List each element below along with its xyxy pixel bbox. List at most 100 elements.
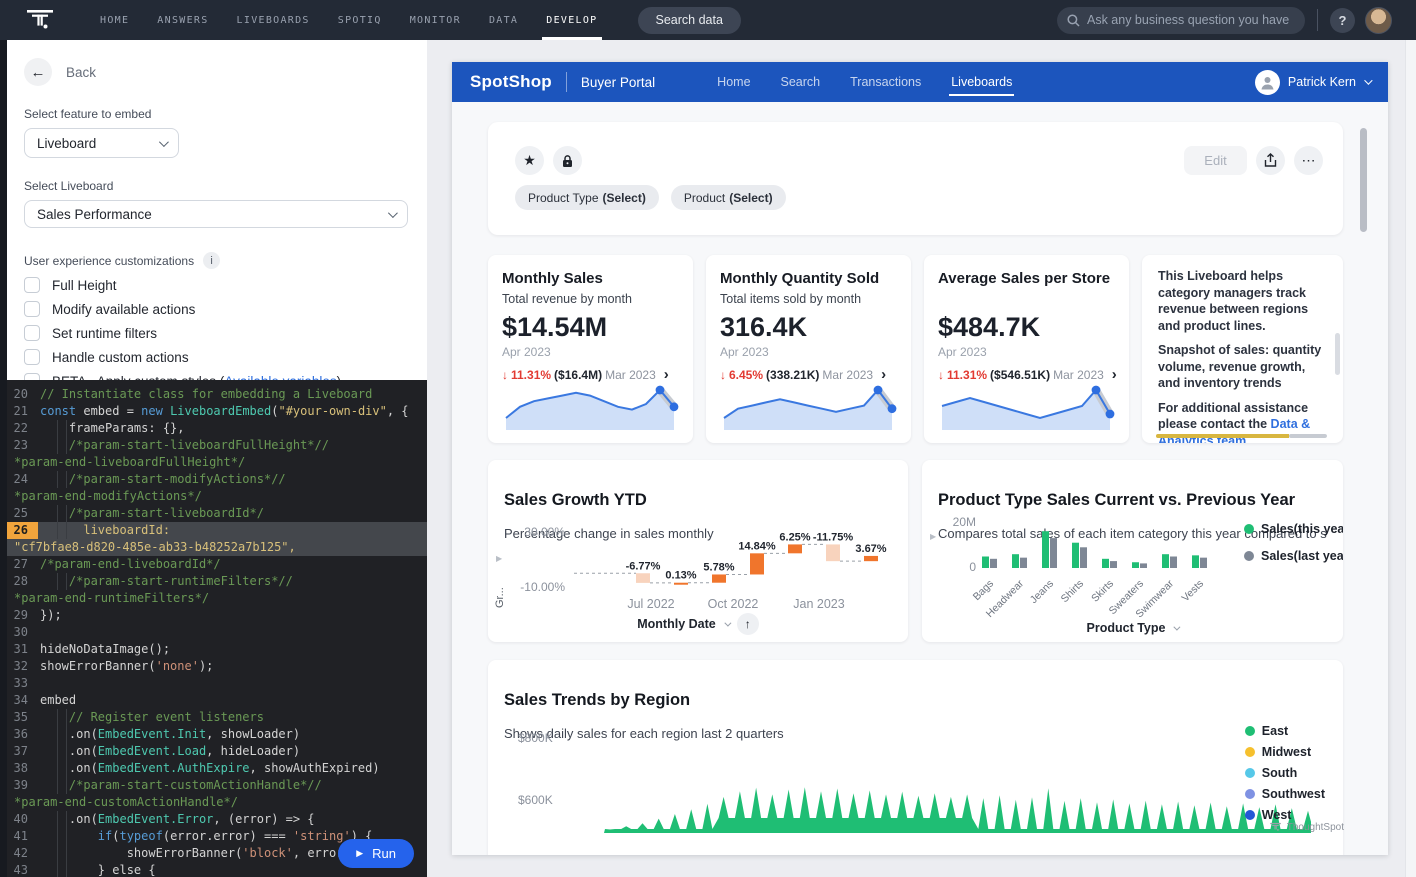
code-line-35[interactable]: 35 // Register event listeners bbox=[0, 709, 427, 726]
code-line-43[interactable]: 43 } else { bbox=[0, 862, 427, 877]
lock-icon-button[interactable] bbox=[553, 146, 582, 175]
expand-icon[interactable]: ▶ bbox=[930, 532, 937, 541]
code-line-40[interactable]: 40 .on(EmbedEvent.Error, (error) => { bbox=[0, 811, 427, 828]
help-button[interactable]: ? bbox=[1330, 7, 1355, 33]
nav-item-home[interactable]: HOME bbox=[100, 14, 130, 26]
run-button[interactable]: ▶ Run bbox=[338, 839, 414, 868]
x-axis-field[interactable]: Monthly Date bbox=[637, 617, 716, 631]
line-number: 32 bbox=[13, 659, 28, 673]
code-editor[interactable]: 20 // Instantiate class for embedding a L… bbox=[0, 380, 427, 877]
embed-nav-liveboards[interactable]: Liveboards bbox=[949, 62, 1015, 102]
thoughtspot-logo-icon[interactable] bbox=[24, 7, 56, 33]
down-arrow-icon: ↓ bbox=[502, 368, 508, 382]
user-avatar[interactable] bbox=[1365, 6, 1392, 34]
page-scrollbar-track[interactable] bbox=[1405, 40, 1416, 877]
code-line-27[interactable]: 27 /*param-end-liveboardId*/ bbox=[0, 556, 427, 573]
nav-item-answers[interactable]: ANSWERS bbox=[157, 14, 209, 26]
kpi-card-2[interactable]: Average Sales per Store $484.7K Apr 2023 ↓ 1… bbox=[924, 255, 1129, 443]
code-text: .on(EmbedEvent.Load, hideLoader) bbox=[40, 744, 301, 758]
favorite-star-button[interactable]: ★ bbox=[515, 146, 544, 175]
liveboard-toolbar-card: ★ Edit ⋯ Product Type (Select) Product (S… bbox=[488, 122, 1343, 235]
code-line-20[interactable]: 20 // Instantiate class for embedding a L… bbox=[0, 386, 427, 403]
filter-chip-product-type[interactable]: Product Type (Select) bbox=[515, 185, 659, 210]
liveboard-note-card[interactable]: This Liveboard helps category managers t… bbox=[1142, 255, 1343, 443]
code-line-wrap[interactable]: *param-end-customActionHandle*/ bbox=[0, 794, 427, 811]
code-line-31[interactable]: 31 hideNoDataImage(); bbox=[0, 641, 427, 658]
ask-question-input[interactable]: Ask any business question you have bbox=[1057, 6, 1305, 34]
nav-item-spotiq[interactable]: SPOTIQ bbox=[337, 14, 382, 26]
chevron-right-icon[interactable]: › bbox=[881, 366, 887, 383]
code-line-wrap[interactable]: *param-end-liveboardFullHeight*/ bbox=[0, 454, 427, 471]
expand-icon[interactable]: ▶ bbox=[496, 554, 503, 563]
edit-button[interactable]: Edit bbox=[1184, 146, 1247, 175]
checkbox[interactable] bbox=[24, 349, 40, 365]
chevron-right-icon[interactable]: › bbox=[1111, 366, 1117, 383]
nav-item-develop[interactable]: DEVELOP bbox=[532, 0, 611, 40]
share-icon-button[interactable] bbox=[1256, 146, 1285, 175]
legend-dot bbox=[1244, 810, 1255, 820]
code-line-32[interactable]: 32 showErrorBanner('none'); bbox=[0, 658, 427, 675]
code-line-21[interactable]: 21 const embed = new LiveboardEmbed("#you… bbox=[0, 403, 427, 420]
back-button[interactable]: ← bbox=[24, 58, 52, 86]
note-horizontal-scrollbar[interactable] bbox=[1156, 434, 1327, 438]
code-line-30[interactable]: 30 bbox=[0, 624, 427, 641]
kpi-card-0[interactable]: Monthly Sales Total revenue by month $14.5… bbox=[488, 255, 693, 443]
code-line-wrap[interactable]: *param-end-modifyActions*/ bbox=[0, 488, 427, 505]
code-line-25[interactable]: 25 /*param-start-liveboardId*/ bbox=[0, 505, 427, 522]
code-line-39[interactable]: 39 /*param-start-customActionHandle*// bbox=[0, 777, 427, 794]
embed-nav-home[interactable]: Home bbox=[717, 75, 751, 89]
code-line-34[interactable]: 34 embed bbox=[0, 692, 427, 709]
nav-item-data[interactable]: DATA bbox=[488, 14, 519, 26]
svg-text:20M: 20M bbox=[953, 515, 976, 529]
chart-sales-growth-ytd[interactable]: Sales Growth YTD Percentage change in sa… bbox=[488, 460, 908, 642]
chart-product-type-sales[interactable]: Product Type Sales Current vs. Previous … bbox=[922, 460, 1343, 642]
note-vertical-scrollbar[interactable] bbox=[1335, 333, 1340, 375]
code-line-41[interactable]: 41 if(typeof(error.error) === 'string') … bbox=[0, 828, 427, 845]
nav-item-monitor[interactable]: MONITOR bbox=[409, 14, 461, 26]
svg-text:0: 0 bbox=[969, 560, 976, 574]
code-line-22[interactable]: 22 frameParams: {}, bbox=[0, 420, 427, 437]
code-line-28[interactable]: 28 /*param-start-runtimeFilters*// bbox=[0, 573, 427, 590]
embed-nav-search[interactable]: Search bbox=[780, 75, 821, 89]
liveboard-select[interactable]: Sales Performance bbox=[24, 200, 408, 228]
code-line-24[interactable]: 24 /*param-start-modifyActions*// bbox=[0, 471, 427, 488]
line-number: 25 bbox=[13, 506, 28, 520]
info-icon[interactable]: i bbox=[203, 252, 221, 269]
checkbox[interactable] bbox=[24, 325, 40, 341]
code-text: .on(EmbedEvent.Error, (error) => { bbox=[40, 812, 315, 826]
code-line-37[interactable]: 37 .on(EmbedEvent.Load, hideLoader) bbox=[0, 743, 427, 760]
nav-item-liveboards[interactable]: LIVEBOARDS bbox=[236, 14, 310, 26]
kpi-card-1[interactable]: Monthly Quantity Sold Total items sold by… bbox=[706, 255, 911, 443]
search-data-button[interactable]: Search data bbox=[637, 6, 741, 34]
code-line-wrap[interactable]: "cf7bfae8-d820-485e-ab33-b48252a7b125", bbox=[0, 539, 427, 556]
code-text: liveboardId: bbox=[40, 523, 171, 537]
embed-user-menu[interactable]: Patrick Kern bbox=[1254, 69, 1373, 95]
code-line-wrap[interactable]: *param-end-runtimeFilters*/ bbox=[0, 590, 427, 607]
code-line-42[interactable]: 42 showErrorBanner('block', error. bbox=[0, 845, 427, 862]
code-line-33[interactable]: 33 bbox=[0, 675, 427, 692]
chart-title: Sales Growth YTD bbox=[504, 490, 647, 509]
kpi-prev-period: Mar 2023 bbox=[822, 368, 874, 382]
spotshop-logo[interactable]: SpotShop bbox=[470, 72, 552, 91]
checkbox[interactable] bbox=[24, 277, 40, 293]
liveboard-select-label: Select Liveboard bbox=[24, 179, 114, 193]
more-options-button[interactable]: ⋯ bbox=[1294, 146, 1323, 175]
chart-sales-trends-by-region[interactable]: Sales Trends by Region Shows daily sales… bbox=[488, 660, 1343, 855]
code-line-26[interactable]: 26 liveboardId: bbox=[0, 522, 427, 539]
code-line-38[interactable]: 38 .on(EmbedEvent.AuthExpire, showAuthEx… bbox=[0, 760, 427, 777]
embed-scrollbar-thumb[interactable] bbox=[1360, 128, 1367, 232]
sort-ascending-icon[interactable]: ↑ bbox=[736, 613, 759, 635]
filter-chip-product[interactable]: Product (Select) bbox=[670, 185, 786, 210]
data-analytics-team-link[interactable]: Data & Analytics team bbox=[1158, 417, 1311, 443]
embed-nav-transactions[interactable]: Transactions bbox=[850, 75, 922, 89]
code-line-36[interactable]: 36 .on(EmbedEvent.Init, showLoader) bbox=[0, 726, 427, 743]
checkbox[interactable] bbox=[24, 301, 40, 317]
chart-title: Product Type Sales Current vs. Previous … bbox=[938, 490, 1296, 509]
code-line-23[interactable]: 23 /*param-start-liveboardFullHeight*// bbox=[0, 437, 427, 454]
chevron-right-icon[interactable]: › bbox=[663, 366, 669, 383]
x-axis-field[interactable]: Product Type bbox=[1086, 621, 1166, 635]
kpi-change-row: ↓ 11.31% ($16.4M) Mar 2023 › bbox=[502, 366, 679, 383]
feature-select[interactable]: Liveboard bbox=[24, 128, 179, 158]
code-line-29[interactable]: 29}); bbox=[0, 607, 427, 624]
svg-text:-11.75%: -11.75% bbox=[813, 531, 854, 543]
